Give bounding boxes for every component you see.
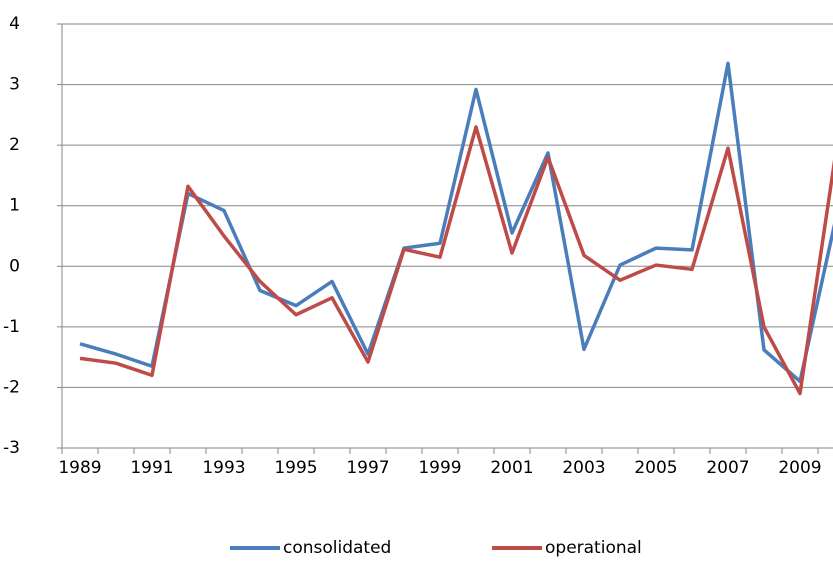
y-tick-label: -1: [3, 317, 20, 337]
data-line: [79, 125, 833, 396]
y-tick-label: 2: [9, 135, 20, 155]
x-tick-label: 1991: [130, 458, 173, 478]
legend-label: operational: [545, 538, 642, 558]
y-tick-label: -2: [3, 377, 20, 397]
x-tick-label: 2003: [562, 458, 605, 478]
x-tick-label: 2007: [706, 458, 749, 478]
y-tick-label: 3: [9, 75, 20, 95]
y-tick-label: 1: [9, 196, 20, 216]
y-tick-label: -3: [3, 438, 20, 458]
legend-label: consolidated: [283, 538, 391, 558]
x-tick-label: 1993: [202, 458, 245, 478]
x-tick-label: 1995: [274, 458, 317, 478]
x-tick-label: 2009: [778, 458, 821, 478]
x-tick-label: 2001: [490, 458, 533, 478]
x-tick-label: 1997: [346, 458, 389, 478]
data-line: [79, 61, 833, 384]
x-tick-label: 1999: [418, 458, 461, 478]
x-tick-label: 1989: [58, 458, 101, 478]
x-tick-label: 2005: [634, 458, 677, 478]
y-tick-label: 4: [9, 14, 20, 34]
y-tick-label: 0: [9, 256, 20, 276]
